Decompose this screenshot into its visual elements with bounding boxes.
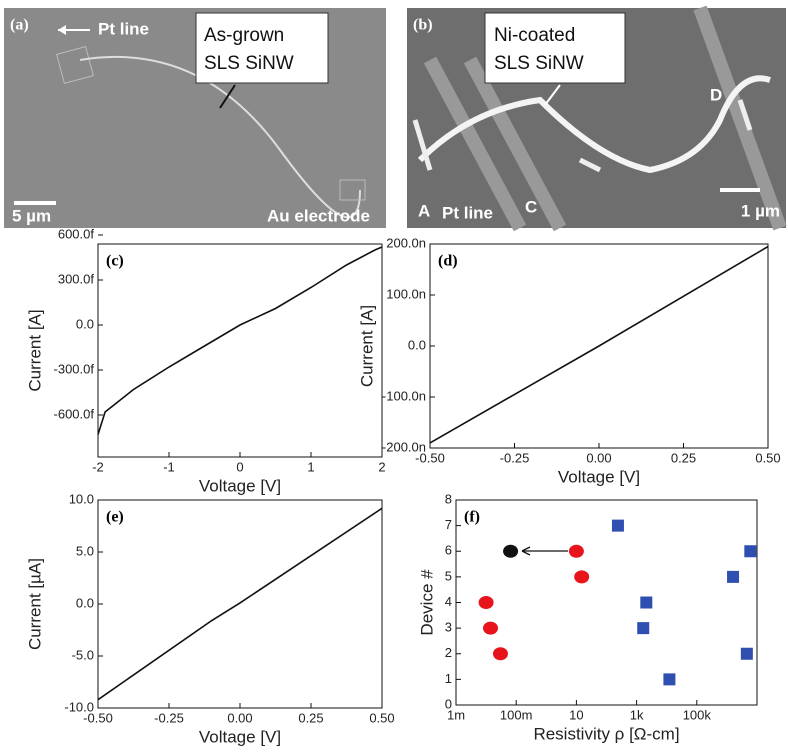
x-tick-label: -1 [163, 459, 175, 474]
y-axis-label: Current [A] [357, 305, 376, 387]
x-tick-label: 0.50 [755, 450, 780, 465]
callout: SLS SiNW [494, 53, 584, 74]
y-tick-label: -100.0n [382, 388, 426, 403]
data-point [740, 647, 753, 660]
plot-frame [97, 499, 383, 709]
scale-bar-label: 1 µm [741, 201, 780, 220]
x-tick-label: 0.50 [369, 710, 394, 725]
data-line [429, 245, 769, 444]
y-tick-label: 4 [445, 594, 452, 609]
x-tick-label: 10 [569, 707, 583, 722]
y-tick-label: 100.0n [386, 286, 426, 301]
image-label: A [418, 201, 430, 220]
y-tick-label: 6 [445, 543, 452, 558]
data-point [492, 647, 508, 661]
x-tick-label: -0.50 [83, 710, 113, 725]
data-point [640, 596, 653, 609]
panel-label: (d) [438, 253, 458, 270]
x-tick-label: 0.25 [298, 710, 323, 725]
y-tick-label: 0.0 [76, 595, 94, 610]
x-tick-label: 1m [447, 707, 465, 722]
y-tick-label: 0.0 [408, 337, 426, 352]
data-point [637, 622, 650, 635]
sem-image-b: (b) Ni-coated SLS SiNW D A Pt line C 1 µ… [407, 5, 787, 232]
data-line [97, 246, 383, 435]
image-label: Pt line [98, 19, 149, 38]
data-point [663, 673, 676, 686]
y-tick-label: -600.0f [54, 406, 95, 421]
image-label: C [525, 197, 537, 216]
scale-bar-label: 5 µm [12, 206, 51, 225]
x-tick-label: 1k [630, 707, 644, 722]
y-tick-label: 2 [445, 645, 452, 660]
y-tick-label: -5.0 [72, 647, 94, 662]
x-tick-label: -0.50 [415, 450, 445, 465]
y-tick-label: -300.0f [54, 361, 95, 376]
y-tick-label: 10.0 [69, 491, 94, 506]
x-tick-label: 0.00 [227, 710, 252, 725]
data-line [97, 507, 383, 701]
x-tick-label: 0.25 [671, 450, 696, 465]
plot-frame [455, 499, 758, 706]
data-point [482, 621, 498, 635]
y-axis-label: Current [A] [25, 309, 44, 391]
y-tick-label: 1 [445, 671, 452, 686]
data-point [503, 544, 519, 558]
y-tick-label: -10.0 [64, 699, 94, 714]
x-tick-label: 1 [307, 459, 314, 474]
image-label: D [710, 85, 722, 104]
data-point [478, 596, 494, 609]
panel-label: (e) [106, 509, 124, 526]
panel-label: (f) [464, 509, 480, 526]
y-tick-label: 0.0 [76, 316, 94, 331]
x-axis-label: Voltage [V] [199, 727, 281, 746]
x-axis-label: Voltage [V] [558, 467, 640, 486]
y-tick-label: 300.0f [58, 271, 95, 286]
y-axis-label: Device # [417, 569, 436, 636]
sem-image-a: (a) Pt line As-grown SLS SiNW 5 µm Au el… [4, 8, 386, 228]
data-point [744, 545, 757, 558]
y-tick-label: 200.0n [386, 235, 426, 250]
y-tick-label: 7 [445, 517, 452, 532]
data-point [568, 544, 584, 558]
x-tick-label: 100m [500, 707, 533, 722]
callout: Ni-coated [494, 25, 575, 46]
data-point [727, 570, 740, 583]
image-label: Au electrode [267, 206, 370, 225]
y-tick-label: -200.0n [382, 439, 426, 454]
panel-label: (b) [413, 17, 433, 34]
y-tick-label: 5 [445, 568, 452, 583]
annotation-arrow [521, 546, 531, 556]
y-tick-label: 600.0f [58, 226, 95, 241]
panel-label: (c) [106, 253, 124, 270]
x-tick-label: -0.25 [500, 450, 530, 465]
data-point [574, 570, 590, 584]
x-tick-label: 100k [683, 707, 712, 722]
x-tick-label: 0.00 [586, 450, 611, 465]
x-tick-label: -2 [92, 459, 104, 474]
image-label: Pt line [442, 203, 493, 222]
callout: SLS SiNW [204, 53, 294, 74]
y-tick-label: 8 [445, 491, 452, 506]
callout: As-grown [204, 25, 284, 46]
x-tick-label: 0 [236, 459, 243, 474]
y-tick-label: 3 [445, 620, 452, 635]
x-axis-label: Voltage [V] [199, 476, 281, 495]
panel-label: (a) [10, 17, 29, 34]
plot-frame [97, 243, 383, 458]
x-axis-label: Resistivity ρ [Ω-cm] [533, 724, 679, 743]
y-tick-label: 5.0 [76, 543, 94, 558]
y-axis-label: Current [µA] [25, 558, 44, 650]
x-tick-label: -0.25 [154, 710, 184, 725]
x-tick-label: 2 [378, 459, 385, 474]
y-tick-label: 0 [445, 696, 452, 711]
data-point [611, 519, 624, 532]
